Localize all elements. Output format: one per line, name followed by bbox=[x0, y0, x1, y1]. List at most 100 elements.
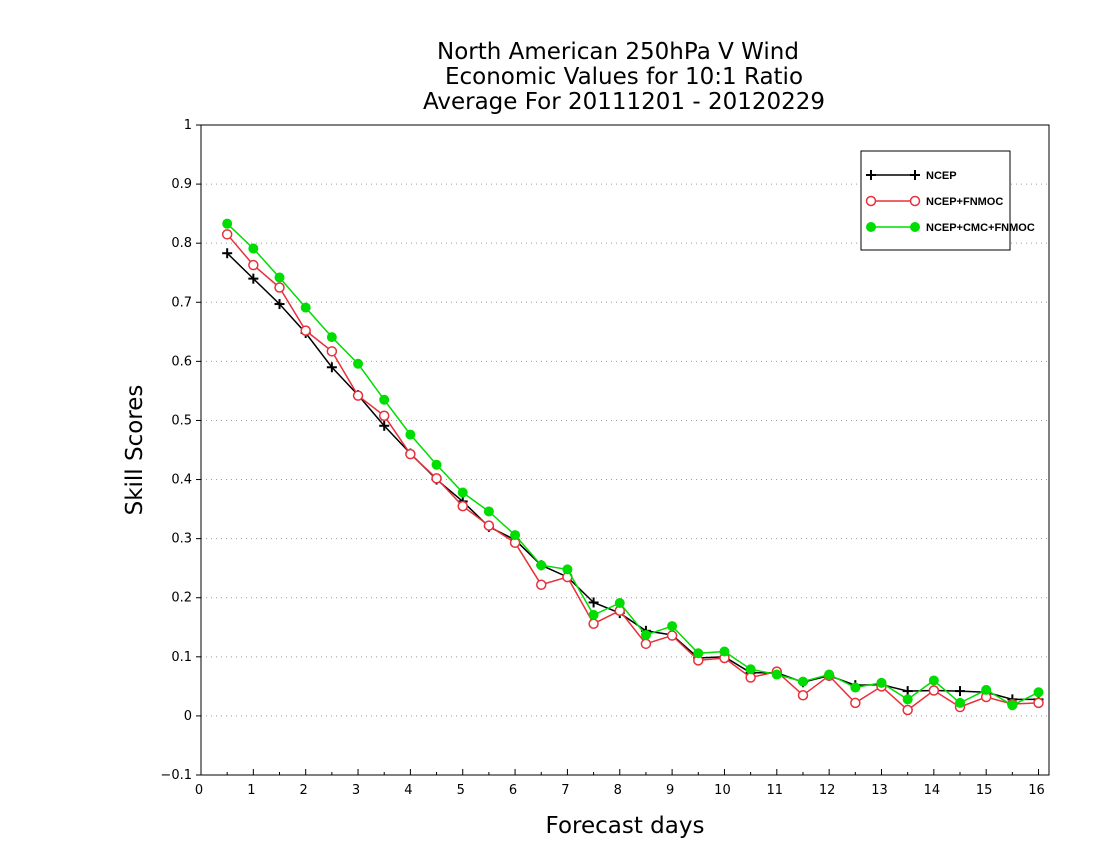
series-line bbox=[226, 233, 1039, 711]
x-tick-label: 0 bbox=[195, 783, 203, 798]
data-point bbox=[431, 459, 442, 470]
y-tick-label: 1 bbox=[184, 118, 192, 133]
legend-label: NCEP+CMC+FNMOC bbox=[926, 222, 1035, 234]
series-ncep-cmc-fnmoc bbox=[222, 218, 1044, 711]
data-point bbox=[797, 676, 808, 687]
data-point bbox=[248, 243, 259, 254]
x-tick-label: 10 bbox=[714, 783, 731, 798]
data-point bbox=[981, 684, 992, 695]
data-point bbox=[379, 394, 390, 405]
y-tick-label: 0.2 bbox=[171, 591, 192, 606]
data-point bbox=[326, 362, 337, 373]
data-point bbox=[405, 429, 416, 440]
axis-ticks: −0.100.10.20.30.40.50.60.70.80.910 1 2 3 4 5 6… bbox=[160, 118, 1044, 798]
data-point bbox=[379, 420, 390, 431]
data-point bbox=[431, 473, 442, 484]
data-point bbox=[221, 229, 233, 240]
data-point bbox=[928, 685, 940, 696]
legend-marker bbox=[910, 222, 920, 232]
data-point bbox=[562, 564, 573, 575]
data-point bbox=[405, 448, 416, 460]
legend-marker bbox=[865, 195, 877, 207]
y-tick-label: 0 bbox=[184, 709, 192, 724]
data-point bbox=[876, 677, 887, 688]
legend-marker bbox=[866, 170, 876, 180]
data-point bbox=[222, 248, 233, 259]
data-point bbox=[667, 621, 678, 632]
data-point bbox=[378, 410, 390, 421]
data-point bbox=[326, 332, 337, 343]
data-point bbox=[483, 506, 494, 517]
data-point bbox=[274, 299, 285, 310]
data-point bbox=[955, 686, 966, 697]
data-point bbox=[745, 672, 756, 683]
legend-label: NCEP bbox=[926, 170, 957, 182]
x-tick-label: 2 bbox=[300, 783, 308, 798]
legend: NCEP NCEP+FNMOC NCEP+CMC+FNMOC bbox=[860, 150, 1035, 251]
legend-marker bbox=[909, 195, 921, 207]
series-line bbox=[226, 223, 1039, 707]
data-point bbox=[248, 273, 259, 284]
x-tick-label: 12 bbox=[819, 783, 836, 798]
data-point bbox=[955, 697, 966, 708]
x-tick-label: 4 bbox=[404, 783, 412, 798]
x-tick-label: 1 bbox=[247, 783, 255, 798]
y-tick-label: 0.9 bbox=[171, 177, 192, 192]
y-tick-label: 0.6 bbox=[171, 354, 192, 369]
x-tick-label: 13 bbox=[871, 783, 888, 798]
data-point bbox=[510, 530, 521, 541]
data-point bbox=[902, 694, 913, 705]
data-point bbox=[274, 272, 285, 283]
data-point bbox=[614, 598, 625, 609]
y-tick-label: 0.4 bbox=[171, 473, 192, 488]
data-point bbox=[1033, 687, 1044, 698]
gridlines bbox=[201, 183, 1049, 717]
series-ncep bbox=[222, 248, 1044, 705]
chart-title: North American 250hPa V Wind Economic Va… bbox=[423, 39, 825, 115]
y-tick-label: 0.7 bbox=[171, 295, 192, 310]
plot-frame bbox=[200, 124, 1050, 776]
data-point bbox=[1007, 700, 1018, 711]
data-point bbox=[771, 669, 782, 680]
x-tick-label: 3 bbox=[352, 783, 360, 798]
data-point bbox=[457, 487, 468, 498]
data-point bbox=[588, 618, 599, 629]
y-tick-label: 0.1 bbox=[171, 650, 192, 665]
x-tick-label: 11 bbox=[767, 783, 784, 798]
data-point bbox=[353, 358, 364, 369]
data-point bbox=[248, 259, 259, 271]
data-point bbox=[902, 704, 913, 716]
data-point bbox=[928, 675, 939, 686]
y-tick-label: 0.8 bbox=[171, 236, 192, 251]
chart-title-line-2: Economic Values for 10:1 Ratio bbox=[445, 64, 803, 90]
y-tick-label: −0.1 bbox=[160, 768, 192, 783]
data-point bbox=[640, 629, 651, 640]
data-point bbox=[850, 697, 861, 709]
data-point bbox=[536, 560, 547, 571]
x-tick-label: 16 bbox=[1028, 783, 1045, 798]
y-axis-label: Skill Scores bbox=[122, 385, 148, 516]
data-point bbox=[693, 648, 704, 659]
x-tick-label: 9 bbox=[666, 783, 674, 798]
series-layer bbox=[221, 218, 1044, 716]
data-point bbox=[1033, 697, 1044, 709]
y-tick-label: 0.3 bbox=[171, 532, 192, 547]
data-point bbox=[824, 669, 835, 680]
data-point bbox=[797, 689, 809, 701]
x-tick-label: 8 bbox=[614, 783, 622, 798]
data-point bbox=[640, 638, 652, 650]
data-point bbox=[300, 302, 311, 313]
data-point bbox=[352, 390, 364, 401]
data-point bbox=[719, 646, 730, 657]
data-point bbox=[535, 579, 547, 590]
legend-marker bbox=[910, 170, 920, 180]
data-point bbox=[274, 282, 285, 293]
chart-title-line-1: North American 250hPa V Wind bbox=[437, 39, 799, 65]
x-tick-label: 5 bbox=[457, 783, 465, 798]
x-axis-label: Forecast days bbox=[546, 813, 705, 839]
data-point bbox=[850, 682, 861, 693]
x-tick-label: 15 bbox=[976, 783, 993, 798]
data-point bbox=[222, 218, 233, 229]
data-point bbox=[745, 664, 756, 675]
